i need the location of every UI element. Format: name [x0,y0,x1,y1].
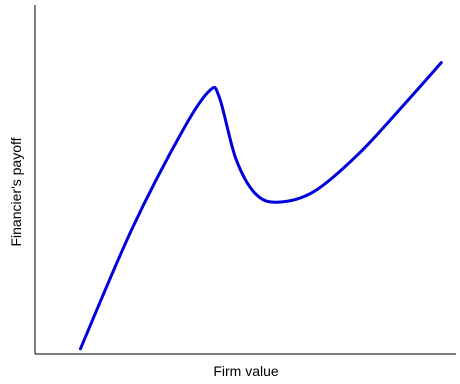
series-line [78,61,443,351]
y-axis-label: Financier's payoff [8,137,24,246]
x-axis-label: Firm value [213,363,279,379]
